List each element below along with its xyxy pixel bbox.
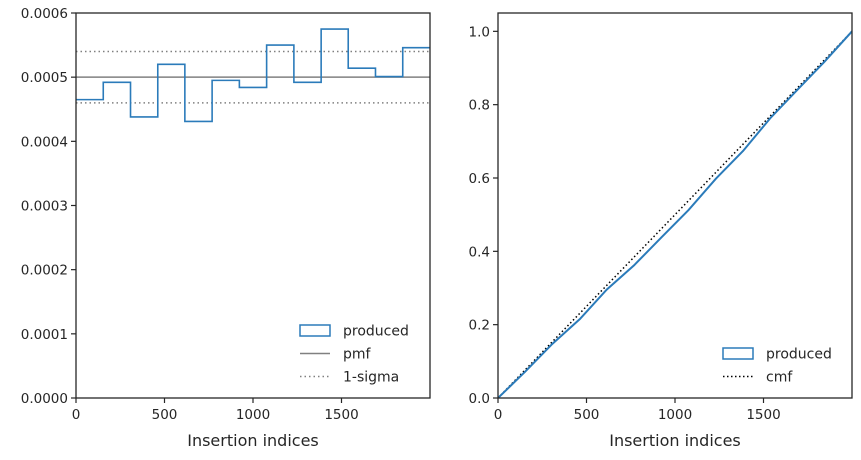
produced-point <box>633 264 635 267</box>
cmf-line <box>498 30 852 398</box>
legend: produced pmf 1-sigma <box>299 324 409 386</box>
y-tick-label: 0.0006 <box>21 6 68 22</box>
chart-2: 0 500 1000 1500 0.0 0.2 0.4 0.6 0.8 1.0 Insertion … <box>469 12 853 450</box>
y-tick-label: 0.8 <box>469 98 490 114</box>
x-tick-label: 0 <box>72 407 81 423</box>
legend-label-cmf: cmf <box>766 370 793 386</box>
y-tick-label: 0.0002 <box>21 263 68 279</box>
y-tick-label: 0.0003 <box>21 199 68 215</box>
x-tick-label: 1500 <box>324 407 358 423</box>
produced-step <box>76 28 430 123</box>
axes-frame <box>497 12 853 399</box>
y-tick-label: 0.0004 <box>21 134 68 150</box>
legend-swatch-produced <box>722 347 754 360</box>
x-tick-label: 1000 <box>658 407 692 423</box>
legend-label-pmf: pmf <box>343 347 372 363</box>
x-tick-label: 1500 <box>746 407 780 423</box>
plot-area <box>76 28 430 123</box>
legend: produced cmf <box>722 347 832 386</box>
produced-point <box>524 370 527 373</box>
x-axis-label: Insertion indices <box>187 431 319 450</box>
produced-point <box>578 318 581 320</box>
y-tick-label: 0.2 <box>469 318 490 334</box>
x-tick-label: 1000 <box>236 407 270 423</box>
chart-1: 0 500 1000 1500 0.0000 0.0001 0.0002 0.0003 0.00… <box>21 6 431 450</box>
y-tick-label: 0.4 <box>469 244 490 260</box>
produced-line <box>498 30 852 398</box>
x-axis-label: Insertion indices <box>609 431 741 450</box>
x-tick-label: 500 <box>574 407 600 423</box>
y-tick-label: 0.6 <box>469 171 490 187</box>
y-tick-label: 0.0000 <box>21 391 68 407</box>
plot-area <box>498 30 852 398</box>
axes-frame <box>75 12 431 399</box>
y-tick-label: 0.0001 <box>21 327 68 343</box>
legend-swatch-produced <box>299 324 331 337</box>
x-tick-label: 0 <box>494 407 503 423</box>
produced-point <box>606 288 608 291</box>
produced-point <box>687 209 690 211</box>
x-tick-label: 500 <box>152 407 178 423</box>
produced-point <box>769 117 772 120</box>
y-tick-label: 0.0 <box>469 391 490 407</box>
produced-point <box>796 88 799 91</box>
legend-label-sigma: 1-sigma <box>343 370 399 386</box>
produced-point <box>715 177 717 180</box>
produced-point <box>551 342 554 345</box>
y-tick-label: 0.0005 <box>21 70 68 86</box>
legend-label-produced: produced <box>766 347 832 363</box>
legend-label-produced: produced <box>343 324 409 340</box>
produced-point <box>823 60 826 63</box>
produced-point <box>660 236 663 239</box>
produced-point <box>742 150 744 152</box>
y-tick-label: 1.0 <box>469 24 490 40</box>
